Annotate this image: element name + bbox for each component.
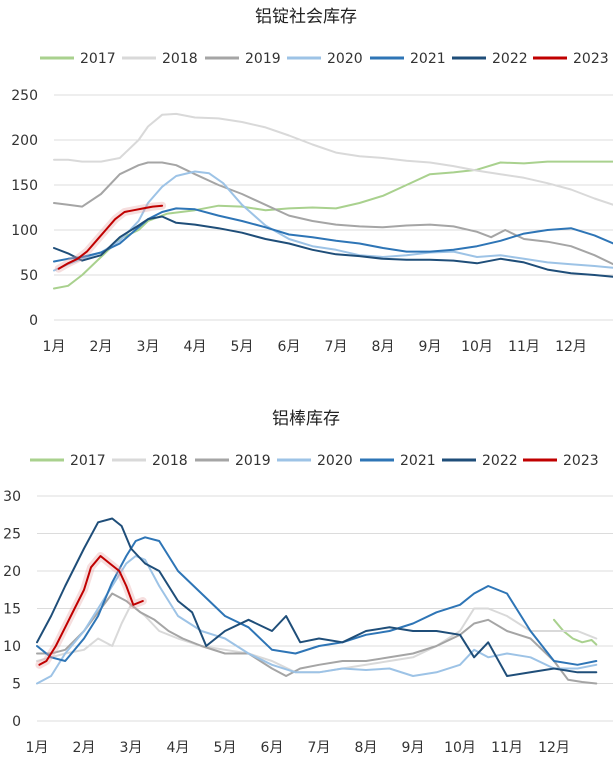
series-line-2017: [53, 160, 613, 290]
legend-label: 2017: [70, 453, 106, 469]
legend-item: 2020: [287, 51, 363, 67]
legend: 2017 2018 2019 2020 2021 2022 2023: [40, 51, 609, 67]
y-tick-label: 50: [20, 268, 38, 284]
x-tick-label: 12月: [555, 339, 587, 355]
series-line-2021: [36, 536, 598, 666]
series-lines: [35, 517, 598, 685]
chart-aluminum-rod-inventory: 铝棒库存 2017 2018 2019 2020 2021 2022 2023 0 5 10 15…: [3, 409, 613, 756]
series-line-2022: [53, 215, 613, 278]
x-tick-label: 6月: [261, 740, 284, 756]
series-line-2018: [36, 603, 598, 674]
series-line-2023: [38, 555, 144, 666]
legend: 2017 2018 2019 2020 2021 2022 2023: [30, 453, 599, 469]
series-glow-2023: [54, 201, 167, 273]
y-tick-label: 25: [3, 527, 21, 543]
x-tick-label: 10月: [444, 740, 476, 756]
legend-item: 2021: [370, 51, 446, 67]
legend-label: 2023: [573, 51, 609, 67]
legend-item: 2021: [360, 453, 436, 469]
legend-label: 2023: [563, 453, 599, 469]
legend-label: 2020: [327, 51, 363, 67]
legend-item: 2022: [442, 453, 518, 469]
y-tick-label: 20: [3, 564, 21, 580]
x-tick-label: 12月: [538, 740, 570, 756]
legend-item: 2018: [112, 453, 188, 469]
y-tick-label: 0: [12, 714, 21, 730]
series-line-2018: [53, 112, 613, 206]
y-tick-label: 10: [3, 639, 21, 655]
legend-label: 2018: [162, 51, 198, 67]
x-tick-label: 5月: [231, 339, 254, 355]
x-tick-label: 1月: [26, 740, 49, 756]
series-line-2022: [36, 517, 598, 677]
x-tick-label: 9月: [419, 339, 442, 355]
legend-item: 2019: [205, 51, 281, 67]
legend-label: 2021: [410, 51, 446, 67]
y-tick-label: 250: [11, 88, 38, 104]
legend-item: 2022: [452, 51, 528, 67]
x-tick-label: 4月: [184, 339, 207, 355]
x-tick-label: 9月: [402, 740, 425, 756]
y-tick-label: 0: [29, 313, 38, 329]
x-tick-label: 7月: [325, 339, 348, 355]
series-lines: [53, 112, 613, 290]
x-tick-label: 1月: [43, 339, 66, 355]
x-tick-label: 6月: [278, 339, 301, 355]
x-tick-label: 5月: [214, 740, 237, 756]
legend-label: 2018: [152, 453, 188, 469]
legend-item: 2018: [122, 51, 198, 67]
x-tick-label: 10月: [461, 339, 493, 355]
legend-item: 2017: [40, 51, 116, 67]
y-tick-label: 150: [11, 178, 38, 194]
x-tick-label: 7月: [308, 740, 331, 756]
legend-item: 2020: [277, 453, 353, 469]
chart-aluminum-ingot-social-inventory: 铝锭社会库存 2017 2018 2019 2020 2021 2022 2023 0 50 1…: [11, 7, 613, 355]
y-tick-label: 100: [11, 223, 38, 239]
chart-title: 铝棒库存: [272, 409, 340, 429]
x-tick-label: 3月: [137, 339, 160, 355]
x-tick-label: 11月: [491, 740, 523, 756]
legend-label: 2022: [482, 453, 518, 469]
series-line-2019: [53, 161, 613, 266]
series-line-2021: [53, 207, 613, 263]
legend-label: 2020: [317, 453, 353, 469]
legend-item: 2023: [523, 453, 599, 469]
legend-label: 2019: [235, 453, 271, 469]
legend-label: 2021: [400, 453, 436, 469]
x-axis-ticks: 1月 2月 3月 4月 5月 6月 7月 8月 9月 10月 11月 12月: [26, 740, 570, 756]
legend-item: 2019: [195, 453, 271, 469]
x-tick-label: 4月: [167, 740, 190, 756]
legend-item: 2017: [30, 453, 106, 469]
y-axis-ticks: 0 5 10 15 20 25 30: [3, 489, 21, 730]
x-tick-label: 8月: [372, 339, 395, 355]
chart-title: 铝锭社会库存: [255, 7, 357, 27]
y-tick-label: 15: [3, 602, 21, 618]
series-line-2017: [553, 618, 598, 646]
gridlines: [54, 94, 613, 321]
legend-label: 2022: [492, 51, 528, 67]
y-tick-label: 5: [12, 677, 21, 693]
x-tick-label: 3月: [120, 740, 143, 756]
y-tick-label: 200: [11, 133, 38, 149]
legend-label: 2019: [245, 51, 281, 67]
x-axis-ticks: 1月 2月 3月 4月 5月 6月 7月 8月 9月 10月 11月 12月: [43, 339, 587, 355]
y-tick-label: 30: [3, 489, 21, 505]
series-line-2023: [57, 204, 164, 270]
series-line-2020: [53, 170, 613, 272]
legend-label: 2017: [80, 51, 116, 67]
x-tick-label: 2月: [90, 339, 113, 355]
x-tick-label: 8月: [355, 740, 378, 756]
x-tick-label: 11月: [508, 339, 540, 355]
y-axis-ticks: 0 50 100 150 200 250: [11, 88, 38, 329]
x-tick-label: 2月: [73, 740, 96, 756]
legend-item: 2023: [533, 51, 609, 67]
